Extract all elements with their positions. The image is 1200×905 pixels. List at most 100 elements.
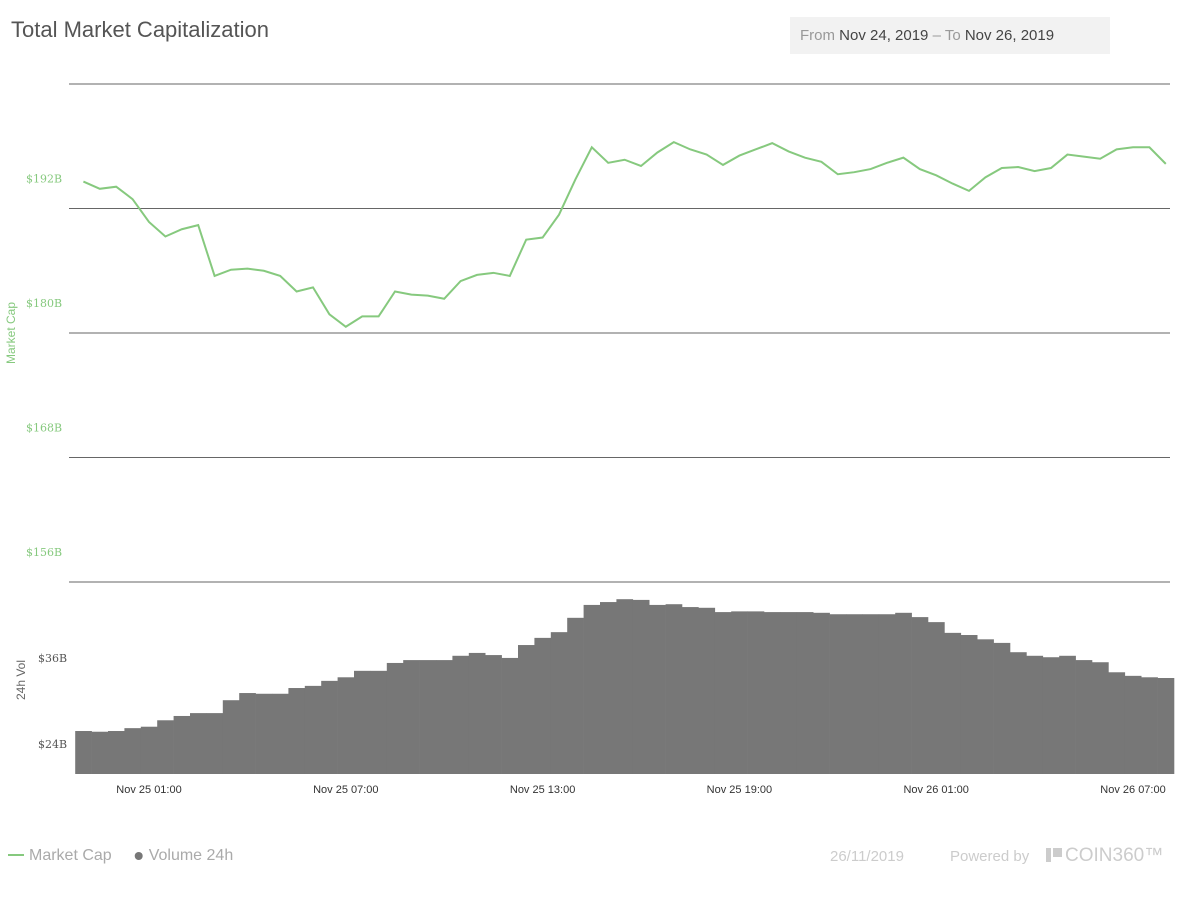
- bar: [747, 611, 765, 774]
- bar: [550, 632, 568, 774]
- bar: [813, 612, 830, 774]
- bar: [206, 713, 224, 774]
- bar: [616, 599, 634, 774]
- bar: [337, 677, 355, 774]
- bar: [108, 731, 125, 774]
- bar: [583, 604, 601, 774]
- brand[interactable]: COIN360™: [1065, 845, 1163, 866]
- bar: [862, 614, 880, 774]
- date-range: From Nov 24, 2019 – To Nov 26, 2019: [800, 27, 1054, 44]
- footer-date: 26/11/2019: [830, 848, 904, 865]
- bar: [354, 670, 371, 774]
- y-tick-label: $168B: [26, 422, 62, 435]
- bar: [1042, 657, 1060, 774]
- bar: [436, 660, 453, 774]
- bar: [419, 660, 437, 774]
- bar: [485, 655, 502, 774]
- from-date: Nov 24, 2019: [839, 27, 928, 44]
- bar: [911, 617, 929, 774]
- y2-tick-label: $24B: [38, 738, 67, 751]
- bar: [600, 602, 617, 774]
- bar: [1141, 677, 1158, 774]
- bar: [698, 607, 716, 774]
- bar: [386, 662, 404, 774]
- logo-icon: [1046, 848, 1051, 862]
- bar: [780, 612, 798, 774]
- date-range-box[interactable]: [790, 17, 1110, 54]
- bar: [501, 657, 519, 774]
- range-separator: –: [933, 27, 942, 44]
- bar: [649, 604, 666, 774]
- bar: [173, 715, 191, 774]
- bar: [1124, 675, 1142, 774]
- bar: [124, 728, 142, 774]
- bar: [1108, 672, 1126, 774]
- chart-title: Total Market Capitalization: [11, 17, 269, 42]
- y-tick-label: $156B: [26, 546, 62, 559]
- bar: [140, 726, 158, 774]
- x-tick-label: Nov 26 01:00: [903, 784, 968, 796]
- bar: [1010, 652, 1027, 774]
- bar: [222, 700, 240, 774]
- bar: [960, 635, 978, 774]
- bar: [75, 731, 92, 774]
- bar: [452, 655, 470, 774]
- bar: [272, 693, 289, 774]
- bar: [895, 612, 912, 774]
- y-tick-label: $180B: [26, 297, 62, 310]
- bar: [714, 612, 732, 774]
- bar: [157, 720, 174, 774]
- bar: [682, 607, 699, 774]
- bar: [731, 611, 748, 774]
- bar: [944, 632, 962, 774]
- x-tick-label: Nov 25 19:00: [707, 784, 772, 796]
- from-label: From: [800, 27, 835, 44]
- bar: [190, 713, 207, 774]
- bar: [665, 604, 683, 774]
- y-axis-title: Market Cap: [4, 302, 18, 364]
- logo-icon: [1053, 848, 1062, 857]
- x-tick-label: Nov 26 07:00: [1100, 784, 1165, 796]
- bar: [91, 731, 109, 774]
- bar: [1075, 660, 1093, 774]
- to-label: To: [945, 27, 961, 44]
- bar: [239, 693, 256, 774]
- legend-label[interactable]: Volume 24h: [149, 847, 234, 864]
- bar: [1092, 662, 1109, 774]
- bar: [534, 637, 552, 774]
- bar: [846, 614, 863, 774]
- powered-by: Powered by: [950, 848, 1030, 865]
- bar: [1026, 655, 1044, 774]
- x-tick-label: Nov 25 07:00: [313, 784, 378, 796]
- bar: [321, 680, 338, 774]
- bar: [518, 645, 535, 774]
- legend-label[interactable]: Market Cap: [29, 847, 112, 864]
- bar: [993, 642, 1011, 774]
- legend-swatch: [134, 852, 143, 860]
- bar: [1059, 655, 1076, 774]
- bar: [403, 660, 420, 774]
- bar: [878, 614, 896, 774]
- bar: [370, 670, 388, 774]
- x-tick-label: Nov 25 13:00: [510, 784, 575, 796]
- bar: [255, 693, 273, 774]
- bar: [1157, 678, 1175, 774]
- bar: [928, 622, 945, 774]
- bar: [977, 639, 994, 774]
- y2-axis-title: 24h Vol: [14, 660, 28, 700]
- bar: [796, 612, 814, 774]
- x-tick-label: Nov 25 01:00: [116, 784, 181, 796]
- y2-tick-label: $36B: [38, 652, 67, 665]
- to-date: Nov 26, 2019: [965, 27, 1054, 44]
- y-tick-label: $192B: [26, 173, 62, 186]
- bar: [468, 652, 486, 774]
- bar: [764, 612, 781, 774]
- bar: [288, 688, 306, 774]
- bar: [632, 599, 650, 774]
- bar: [304, 685, 322, 774]
- bar: [567, 617, 584, 774]
- line: [82, 140, 1167, 328]
- bar: [829, 614, 847, 774]
